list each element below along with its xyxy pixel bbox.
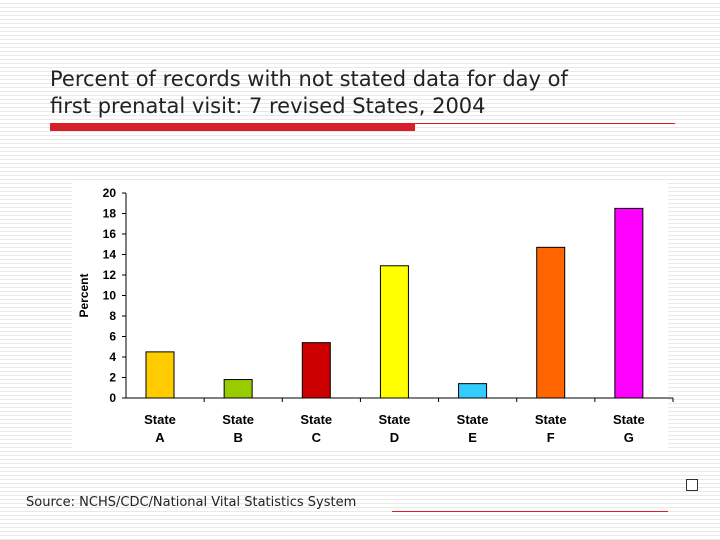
bar: [379, 265, 409, 399]
x-tick-label: E: [468, 430, 477, 445]
y-tick-label: 8: [109, 309, 116, 323]
y-tick-label: 2: [109, 371, 116, 385]
slide-title: Percent of records with not stated data …: [50, 66, 690, 120]
chart-panel: [72, 182, 668, 450]
y-tick-label: 10: [103, 289, 117, 303]
y-tick-label: 16: [103, 227, 117, 241]
title-underline-thin: [415, 123, 675, 124]
y-axis-label: Percent: [77, 273, 91, 317]
bar: [223, 379, 253, 399]
box-bullet-icon: [686, 479, 698, 491]
title-underline-thick: [50, 123, 415, 131]
x-tick-label: State: [144, 412, 176, 427]
y-tick-label: 4: [109, 350, 116, 364]
x-tick-label: State: [613, 412, 645, 427]
bar: [145, 351, 175, 399]
bar: [301, 342, 331, 399]
bar: [536, 246, 566, 399]
source-note: Source: NCHS/CDC/National Vital Statisti…: [26, 495, 357, 510]
slide-title-line-1: Percent of records with not stated data …: [50, 67, 568, 91]
x-tick-label: State: [535, 412, 567, 427]
y-tick-label: 12: [103, 268, 117, 282]
x-tick-label: B: [233, 430, 242, 445]
chart-bars: [145, 207, 644, 399]
bar: [458, 383, 488, 399]
y-tick-label: 0: [109, 391, 116, 405]
x-tick-label: State: [379, 412, 411, 427]
x-tick-label: C: [312, 430, 322, 445]
bar: [614, 207, 644, 399]
chart-labels: 0 2 4 6 8 10 12 14 16 18 20 Percent State A State B Stat…: [77, 186, 645, 445]
y-tick-label: 20: [103, 186, 117, 200]
x-tick-label: F: [547, 430, 555, 445]
x-tick-label: D: [390, 430, 399, 445]
slide-title-line-2: first prenatal visit: 7 revised States, …: [50, 94, 486, 118]
x-tick-label: State: [222, 412, 254, 427]
x-tick-label: State: [300, 412, 332, 427]
y-tick-label: 18: [103, 207, 117, 221]
y-tick-label: 14: [103, 248, 117, 262]
x-tick-label: G: [624, 430, 634, 445]
x-tick-label: State: [457, 412, 489, 427]
x-tick-label: A: [155, 430, 165, 445]
y-tick-label: 6: [109, 330, 116, 344]
footer-rule: [392, 511, 668, 512]
